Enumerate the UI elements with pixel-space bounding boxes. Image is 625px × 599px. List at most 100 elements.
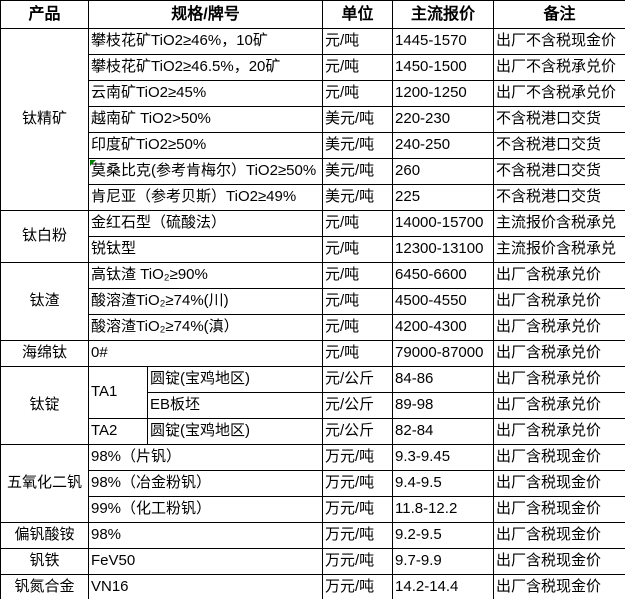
- cell-spec: 酸溶渣TiO₂≥74%(川): [87, 288, 324, 315]
- col-header-product: 产品: [0, 0, 89, 29]
- cell-unit: 美元/吨: [322, 158, 394, 185]
- cell-spec: 0#: [87, 340, 324, 367]
- cell-product-group: 钛白粉: [0, 210, 89, 263]
- cell-note: 出厂不含税承兑价: [493, 54, 625, 81]
- cell-spec: 印度矿TiO2≥50%: [87, 132, 324, 159]
- cell-note: 出厂含税承兑价: [493, 262, 625, 289]
- cell-price: 6450-6600: [392, 262, 495, 289]
- cell-note: 出厂不含税承兑价: [493, 80, 625, 107]
- header-row: 产品 规格/牌号 单位 主流报价 备注: [0, 0, 625, 29]
- cell-note: 主流报价含税承兑: [493, 210, 625, 237]
- cell-price: 220-230: [392, 106, 495, 133]
- table-row: 偏钒酸铵 98% 万元/吨 9.2-9.5 出厂含税现金价: [0, 522, 625, 549]
- cell-price: 12300-13100: [392, 236, 495, 263]
- cell-spec: VN16: [87, 574, 324, 599]
- table-row: 酸溶渣TiO₂≥74%(川) 元/吨 4500-4550 出厂含税承兑价: [1, 288, 625, 315]
- cell-unit: 元/吨: [322, 236, 394, 263]
- table-row: EB板坯 元/公斤 89-98 出厂含税承兑价: [1, 392, 625, 419]
- cell-spec: 高钛渣 TiO₂≥90%: [87, 262, 324, 289]
- cell-note: 出厂含税承兑价: [493, 392, 625, 419]
- cell-price: 260: [392, 158, 495, 185]
- cell-unit: 元/吨: [322, 28, 394, 55]
- table-row: 肯尼亚（参考贝斯）TiO2≥49% 美元/吨 225 不含税港口交货: [1, 184, 625, 211]
- cell-note: 不含税港口交货: [493, 106, 625, 133]
- table-row: 锐钛型 元/吨 12300-13100 主流报价含税承兑: [1, 236, 625, 263]
- table-row: 99%（化工粉钒） 万元/吨 11.8-12.2 出厂含税现金价: [1, 496, 625, 523]
- cell-product-group: 海绵钛: [0, 340, 89, 367]
- cell-unit: 万元/吨: [322, 522, 394, 549]
- cell-unit: 万元/吨: [322, 444, 394, 471]
- cell-unit: 万元/吨: [322, 496, 394, 523]
- cell-note: 不含税港口交货: [493, 158, 625, 185]
- cell-spec: 圆锭(宝鸡地区): [146, 418, 324, 445]
- cell-price: 1200-1250: [392, 80, 495, 107]
- cell-unit: 元/吨: [322, 262, 394, 289]
- cell-price: 4500-4550: [392, 288, 495, 315]
- cell-unit: 元/公斤: [322, 392, 394, 419]
- cell-spec: 酸溶渣TiO₂≥74%(滇）: [87, 314, 324, 341]
- cell-price: 14.2-14.4: [392, 574, 495, 599]
- table-row: 攀枝花矿TiO2≥46.5%，20矿 元/吨 1450-1500 出厂不含税承兑…: [1, 54, 625, 81]
- cell-note: 主流报价含税承兑: [493, 236, 625, 263]
- cell-spec: 攀枝花矿TiO2≥46.5%，20矿: [87, 54, 324, 81]
- table-row: 酸溶渣TiO₂≥74%(滇） 元/吨 4200-4300 出厂含税承兑价: [1, 314, 625, 341]
- cell-comment-indicator-icon: [90, 160, 96, 166]
- cell-price: 1445-1570: [392, 28, 495, 55]
- col-header-unit: 单位: [322, 0, 394, 29]
- cell-note: 出厂含税承兑价: [493, 314, 625, 341]
- table-row: 印度矿TiO2≥50% 美元/吨 240-250 不含税港口交货: [1, 132, 625, 159]
- cell-unit: 元/吨: [322, 210, 394, 237]
- cell-note: 出厂含税现金价: [493, 574, 625, 599]
- cell-grade: TA2: [88, 418, 148, 445]
- cell-spec: 98%（冶金粉钒）: [87, 470, 324, 497]
- cell-unit: 万元/吨: [322, 548, 394, 575]
- cell-price: 9.7-9.9: [392, 548, 495, 575]
- cell-unit: 元/吨: [322, 80, 394, 107]
- cell-product-group: 钛渣: [0, 262, 89, 341]
- cell-price: 9.4-9.5: [392, 470, 495, 497]
- cell-unit: 万元/吨: [322, 574, 394, 599]
- cell-note: 出厂含税承兑价: [493, 288, 625, 315]
- cell-product-group: 钒氮合金: [0, 574, 89, 599]
- cell-note: 出厂含税现金价: [493, 522, 625, 549]
- cell-grade: TA1: [88, 366, 148, 419]
- cell-product-group: 钛锭: [0, 366, 89, 445]
- cell-note: 出厂含税承兑价: [493, 366, 625, 393]
- cell-price: 11.8-12.2: [392, 496, 495, 523]
- cell-spec: 越南矿 TiO2>50%: [87, 106, 324, 133]
- cell-unit: 元/吨: [322, 54, 394, 81]
- cell-product-group: 五氧化二钒: [0, 444, 89, 523]
- cell-spec: 98%（片钒）: [87, 444, 324, 471]
- cell-unit: 元/公斤: [322, 418, 394, 445]
- col-header-price: 主流报价: [392, 0, 495, 29]
- table-row: 莫桑比克(参考肯梅尔）TiO2≥50% 美元/吨 260 不含税港口交货: [1, 158, 625, 185]
- cell-spec-text: 莫桑比克(参考肯梅尔）TiO2≥50%: [91, 162, 317, 180]
- cell-note: 出厂含税现金价: [493, 548, 625, 575]
- col-header-spec: 规格/牌号: [87, 0, 324, 29]
- cell-price: 89-98: [392, 392, 495, 419]
- cell-product-group: 钒铁: [0, 548, 89, 575]
- cell-note: 出厂含税承兑价: [493, 418, 625, 445]
- table-row: 海绵钛 0# 元/吨 79000-87000 出厂含税承兑价: [0, 340, 625, 367]
- cell-spec: 98%: [87, 522, 324, 549]
- table-row: 钛渣 高钛渣 TiO₂≥90% 元/吨 6450-6600 出厂含税承兑价: [0, 262, 625, 341]
- cell-spec: 锐钛型: [87, 236, 324, 263]
- table-row: 钛锭 TA1 圆锭(宝鸡地区) 元/公斤 84-86 出厂含税承兑价: [0, 366, 625, 445]
- cell-note: 不含税港口交货: [493, 132, 625, 159]
- cell-note: 出厂不含税现金价: [493, 28, 625, 55]
- cell-unit: 元/吨: [322, 340, 394, 367]
- cell-unit: 元/吨: [322, 288, 394, 315]
- cell-unit: 美元/吨: [322, 106, 394, 133]
- table-row: 98%（冶金粉钒） 万元/吨 9.4-9.5 出厂含税现金价: [1, 470, 625, 497]
- cell-price: 82-84: [392, 418, 495, 445]
- table-row: 越南矿 TiO2>50% 美元/吨 220-230 不含税港口交货: [1, 106, 625, 133]
- cell-price: 1450-1500: [392, 54, 495, 81]
- cell-price: 84-86: [392, 366, 495, 393]
- cell-note: 出厂含税现金价: [493, 444, 625, 471]
- table-row: TA2 圆锭(宝鸡地区) 元/公斤 82-84 出厂含税承兑价: [1, 418, 625, 445]
- cell-unit: 元/吨: [322, 314, 394, 341]
- table-row: 五氧化二钒 98%（片钒） 万元/吨 9.3-9.45 出厂含税现金价: [0, 444, 625, 523]
- cell-spec: 云南矿TiO2≥45%: [87, 80, 324, 107]
- cell-price: 14000-15700: [392, 210, 495, 237]
